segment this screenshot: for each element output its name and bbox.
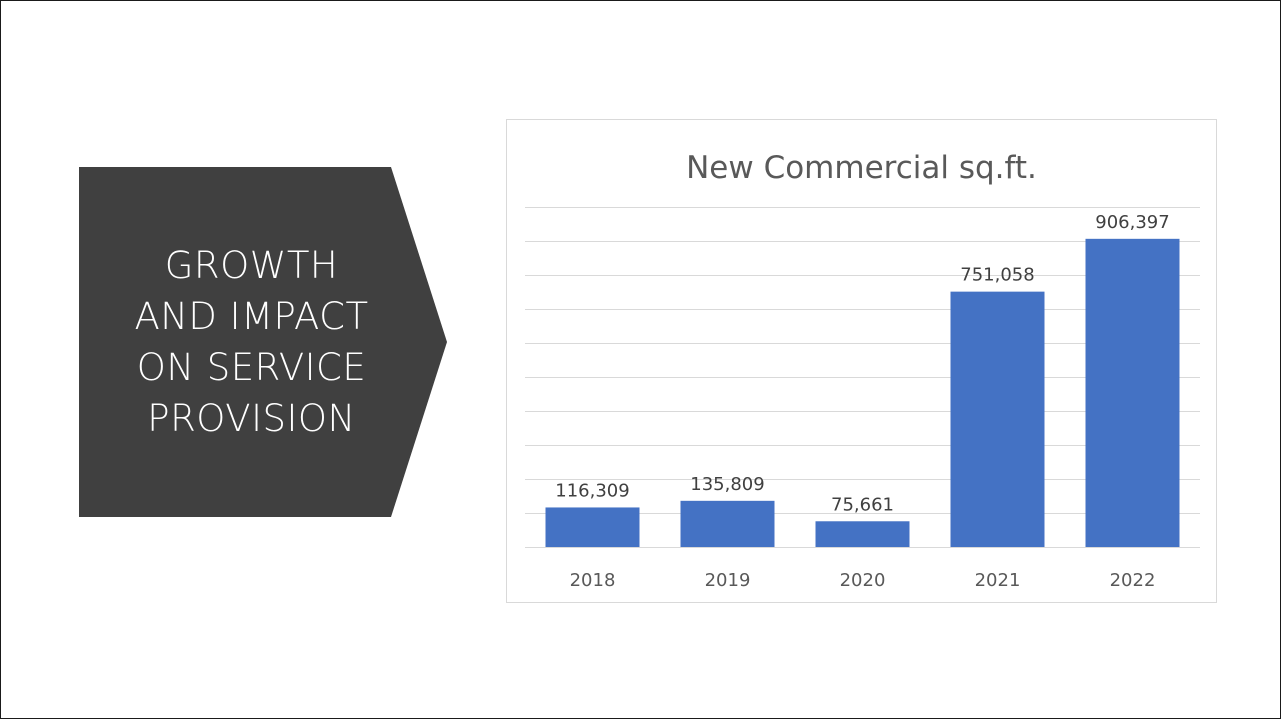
x-axis-tick-labels: 2018 2019 2020 2021 2022 [570, 570, 1156, 591]
x-tick-label-2022: 2022 [1110, 570, 1156, 591]
bar-2019 [680, 500, 775, 547]
data-label-2021: 751,058 [960, 265, 1034, 286]
data-label-2020: 75,661 [831, 494, 894, 515]
data-label-2018: 116,309 [555, 480, 629, 501]
banner-line-4: PROVISION [147, 397, 356, 440]
bars [545, 238, 1180, 547]
bar-2018 [545, 507, 640, 547]
bar-2021 [950, 291, 1045, 547]
data-labels: 116,309 135,809 75,661 751,058 906,397 [555, 212, 1169, 515]
title-banner-text: GROWTH AND IMPACT ON SERVICE PROVISION [79, 167, 424, 517]
chart-title: New Commercial sq.ft. [686, 150, 1037, 186]
data-label-2022: 906,397 [1095, 212, 1169, 233]
data-label-2019: 135,809 [690, 474, 764, 495]
bar-2020 [815, 521, 910, 547]
bar-2022 [1085, 238, 1180, 547]
banner-line-2: AND IMPACT [134, 295, 369, 338]
banner-line-3: ON SERVICE [136, 346, 367, 389]
x-tick-label-2020: 2020 [840, 570, 886, 591]
x-tick-label-2021: 2021 [975, 570, 1021, 591]
x-tick-label-2018: 2018 [570, 570, 616, 591]
chart-panel: New Commercial sq.ft. 116,309 135,809 75,6… [506, 119, 1217, 603]
x-tick-label-2019: 2019 [705, 570, 751, 591]
banner-line-1: GROWTH [164, 244, 339, 287]
